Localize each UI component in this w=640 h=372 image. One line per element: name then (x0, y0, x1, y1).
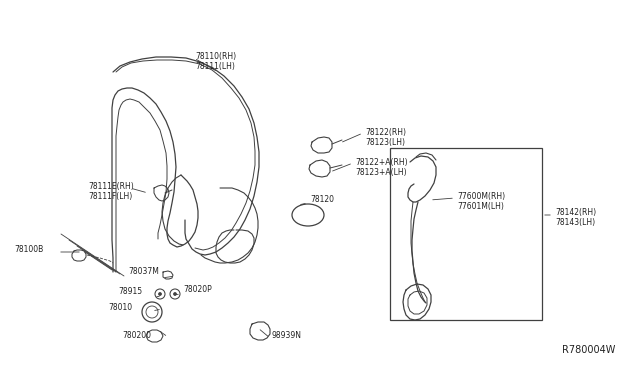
Text: 78120: 78120 (310, 196, 334, 205)
Text: 78122+A(RH)
78123+A(LH): 78122+A(RH) 78123+A(LH) (355, 158, 408, 177)
Text: 78020P: 78020P (183, 285, 212, 295)
Text: 78142(RH)
78143(LH): 78142(RH) 78143(LH) (555, 208, 596, 227)
Circle shape (159, 292, 161, 295)
Text: 77600M(RH)
77601M(LH): 77600M(RH) 77601M(LH) (457, 192, 505, 211)
Text: 78122(RH)
78123(LH): 78122(RH) 78123(LH) (365, 128, 406, 147)
Text: 78037M: 78037M (128, 267, 159, 276)
Text: R780004W: R780004W (562, 345, 615, 355)
Text: 78915: 78915 (118, 288, 142, 296)
Text: 78111E(RH)
78111F(LH): 78111E(RH) 78111F(LH) (88, 182, 134, 201)
Bar (390, 148, 542, 320)
Text: 98939N: 98939N (272, 330, 302, 340)
Circle shape (173, 292, 177, 295)
Text: 78110(RH)
78111(LH): 78110(RH) 78111(LH) (195, 52, 236, 71)
Text: 78100B: 78100B (14, 246, 44, 254)
Text: 780200: 780200 (122, 330, 151, 340)
Text: 78010: 78010 (108, 304, 132, 312)
